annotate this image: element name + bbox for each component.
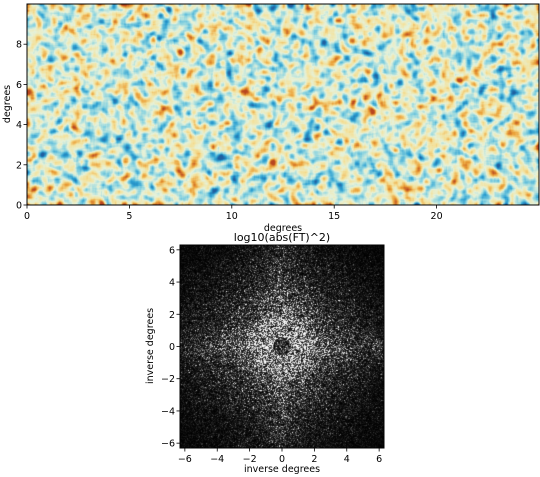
spectrum-ylabel: inverse degrees [145, 308, 156, 384]
spectrum-xlabel: inverse degrees [244, 464, 320, 475]
map-y-axis: 0 2 4 6 8 [16, 40, 27, 212]
map-ytick-label: 2 [16, 160, 22, 171]
map-ytick-label: 4 [16, 120, 22, 131]
spectrum-ytick-label: −4 [161, 406, 175, 417]
spectrum-x-axis: −6 −4 −2 0 2 4 6 [178, 448, 382, 465]
map-x-axis: 0 5 10 15 20 [24, 205, 443, 222]
spectrum-ytick-label: 4 [169, 278, 175, 289]
map-xtick-label: 10 [226, 211, 238, 222]
spectrum-xtick-label: −4 [210, 454, 224, 465]
map-xtick-label: 5 [126, 211, 132, 222]
map-panel: 0 5 10 15 20 0 2 4 6 8 degrees degrees [2, 3, 540, 234]
map-xtick-label: 20 [431, 211, 443, 222]
map-ylabel: degrees [2, 85, 13, 123]
spectrum-xtick-label: −6 [178, 454, 192, 465]
map-ytick-label: 8 [16, 40, 22, 51]
spectrum-xtick-label: −2 [243, 454, 257, 465]
spectrum-y-axis: −6 −4 −2 0 2 4 6 [161, 245, 180, 450]
spectrum-title: log10(abs(FT)^2) [234, 231, 330, 244]
map-xtick-label: 0 [24, 211, 30, 222]
map-frame [26, 3, 540, 206]
spectrum-xtick-label: 0 [279, 454, 285, 465]
spectrum-ytick-label: 2 [169, 310, 175, 321]
map-ytick-label: 6 [16, 80, 22, 91]
spectrum-ytick-label: −2 [161, 374, 175, 385]
spectrum-ytick-label: 6 [169, 245, 175, 256]
spectrum-xtick-label: 6 [376, 454, 382, 465]
map-xtick-label: 15 [328, 211, 340, 222]
spectrum-xtick-label: 4 [344, 454, 350, 465]
map-xlabel: degrees [264, 223, 302, 234]
spectrum-heatmap [180, 245, 384, 448]
map-ytick-label: 0 [16, 201, 22, 212]
spectrum-ytick-label: −6 [161, 439, 175, 450]
spectrum-xtick-label: 2 [311, 454, 317, 465]
spectrum-panel: log10(abs(FT)^2) −6 −4 −2 0 2 4 6 −6 −4 −2 0 2 4 6 i… [145, 231, 385, 475]
map-heatmap [27, 4, 539, 205]
spectrum-ytick-label: 0 [169, 342, 175, 353]
